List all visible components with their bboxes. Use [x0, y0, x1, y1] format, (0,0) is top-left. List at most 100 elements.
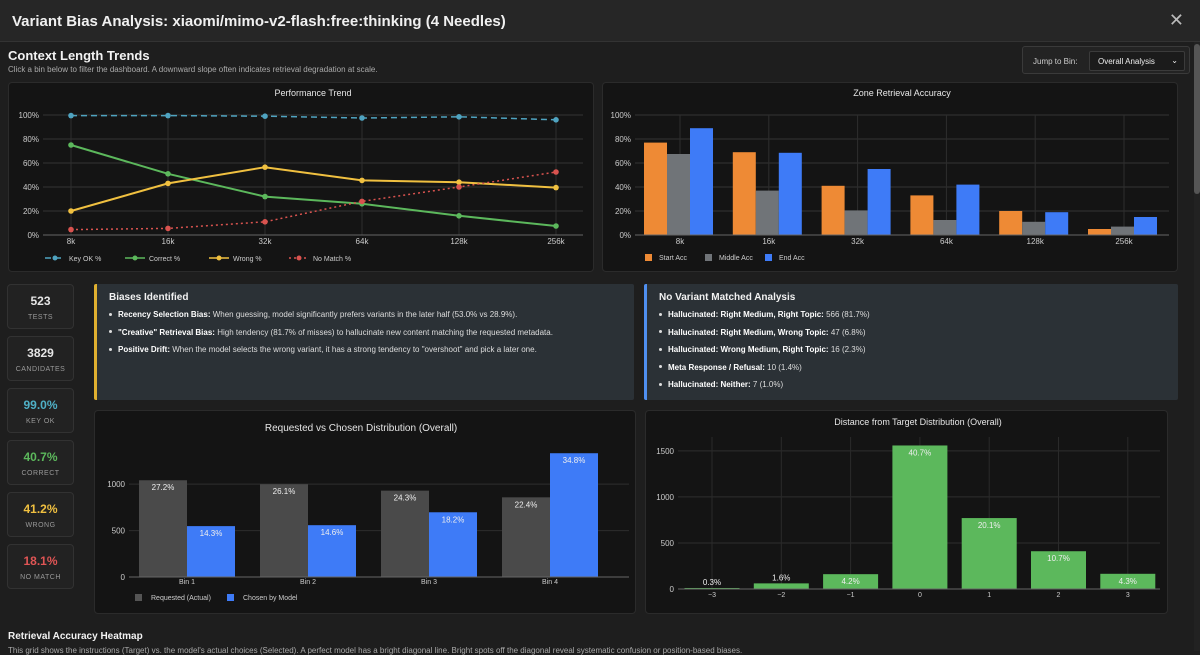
chart-title: Requested vs Chosen Distribution (Overal… [265, 423, 457, 434]
y-tick-label: 500 [661, 539, 675, 548]
x-tick-label: 3 [1126, 592, 1130, 599]
bullet-icon [659, 330, 662, 334]
list-item: Hallucinated: Right Medium, Wrong Topic:… [659, 328, 870, 337]
y-tick-label: 0% [619, 231, 631, 240]
bar-end-acc [867, 169, 891, 235]
stat-card-candidates: 3829 CANDIDATES [7, 336, 74, 381]
bar-start-acc [999, 211, 1023, 235]
x-tick-label: Bin 1 [179, 579, 195, 586]
y-tick-label: 100% [611, 111, 631, 120]
bar-label: 27.2% [152, 483, 175, 492]
zone-retrieval-chart[interactable]: Zone Retrieval Accuracy 0% 20% 40% 60% 80% 100… [602, 82, 1178, 272]
legend-swatch [705, 254, 712, 261]
context-subtitle: Click a bin below to filter the dashboar… [8, 65, 378, 74]
y-tick-label: 20% [615, 207, 631, 216]
no-match-list: Hallucinated: Right Medium, Right Topic:… [659, 310, 870, 398]
bar-label: 26.1% [273, 487, 296, 496]
series-line-key-ok- [71, 114, 557, 121]
data-point [68, 112, 74, 119]
data-point [165, 171, 171, 177]
scrollbar-track[interactable] [1194, 42, 1200, 651]
zone-retrieval-svg: Zone Retrieval Accuracy 0% 20% 40% 60% 80% 100… [611, 88, 1169, 262]
legend-swatch [227, 594, 234, 601]
y-tick-label: 60% [23, 159, 39, 168]
data-point [456, 213, 462, 219]
no-match-title: No Variant Matched Analysis [659, 292, 796, 303]
bullet-icon [659, 382, 662, 386]
y-tick-label: 100% [19, 111, 39, 120]
bullet-icon [659, 365, 662, 369]
bar-middle-acc [933, 220, 957, 235]
item-label: "Creative" Retrieval Bias: [118, 327, 215, 337]
context-title: Context Length Trends [8, 48, 150, 63]
item-text: High tendency (81.7% of misses) to hallu… [214, 327, 553, 337]
close-icon[interactable]: ✕ [1168, 10, 1184, 30]
requested-vs-chosen-chart[interactable]: Requested vs Chosen Distribution (Overal… [94, 410, 636, 614]
y-tick-label: 40% [23, 183, 39, 192]
bar-label: 14.6% [321, 528, 344, 537]
x-tick-label: 8k [67, 237, 76, 246]
bar-label: 10.7% [1047, 554, 1070, 563]
window-title: Variant Bias Analysis: xiaomi/mimo-v2-fl… [12, 13, 506, 30]
data-point [456, 179, 462, 185]
stat-label: NO MATCH [20, 574, 61, 581]
legend-label: Requested (Actual) [151, 595, 211, 602]
y-tick-label: 1500 [656, 447, 674, 456]
legend-label: Start Acc [659, 255, 688, 262]
bar-label: 1.6% [772, 573, 790, 582]
chart-title: Distance from Target Distribution (Overa… [834, 417, 1001, 427]
jump-label: Jump to Bin: [1033, 57, 1078, 66]
performance-trend-chart[interactable]: Performance Trend 0% 20% 40% 60% 80% 100% 8k 16k… [8, 82, 594, 272]
bar-start-acc [821, 185, 845, 235]
stat-value: 99.0% [23, 398, 58, 412]
item-text: 16 (2.3%) [828, 345, 866, 354]
distance-chart[interactable]: Distance from Target Distribution (Overa… [645, 410, 1168, 614]
scrollbar-thumb[interactable] [1194, 44, 1200, 194]
chevron-down-icon: ⌄ [1171, 56, 1178, 65]
legend-marker [52, 255, 58, 261]
bin-select-value: Overall Analysis [1098, 57, 1155, 66]
list-item: "Creative" Retrieval Bias: High tendency… [109, 328, 553, 337]
bar-requested-actual- [260, 484, 308, 577]
bar-middle-acc [667, 154, 690, 235]
data-point [262, 219, 268, 225]
x-tick-label: 256k [1115, 237, 1133, 246]
y-tick-label: 60% [615, 159, 631, 168]
x-tick-label: 256k [547, 237, 565, 246]
list-item: Hallucinated: Wrong Medium, Right Topic:… [659, 345, 870, 354]
bullet-icon [659, 347, 662, 351]
bullet-icon [109, 312, 112, 316]
stat-value: 523 [30, 294, 51, 308]
bar-label: 40.7% [909, 448, 932, 457]
biases-title: Biases Identified [109, 292, 189, 303]
y-tick-label: 80% [23, 135, 39, 144]
x-tick-label: 64k [940, 237, 954, 246]
bar-chosen-by-model [429, 512, 477, 577]
item-label: Hallucinated: Right Medium, Wrong Topic: [668, 327, 829, 337]
bin-select[interactable]: Overall Analysis ⌄ [1089, 51, 1185, 71]
y-tick-label: 0% [27, 231, 39, 240]
bar-chosen-by-model [187, 526, 235, 577]
biases-box: Biases Identified Recency Selection Bias… [94, 284, 634, 400]
bar-middle-acc [844, 210, 868, 235]
item-label: Hallucinated: Neither: [668, 380, 751, 389]
data-point [553, 117, 559, 123]
item-text: When guessing, model significantly prefe… [210, 310, 518, 319]
data-point [68, 142, 74, 148]
data-point [262, 164, 268, 170]
legend-marker [132, 255, 138, 261]
x-tick-label: −2 [777, 592, 785, 599]
bar-label: 20.1% [978, 521, 1001, 530]
data-point [553, 223, 559, 229]
item-text: 566 (81.7%) [823, 310, 870, 319]
bullet-icon [659, 312, 662, 316]
data-point [553, 169, 559, 175]
bar-end-acc [1134, 217, 1157, 235]
bar-distance [1031, 551, 1086, 589]
bar-label: 4.3% [1119, 577, 1137, 586]
y-tick-label: 20% [23, 207, 39, 216]
bar-middle-acc [1111, 226, 1134, 235]
no-match-box: No Variant Matched Analysis Hallucinated… [644, 284, 1178, 400]
jump-to-bin: Jump to Bin: Overall Analysis ⌄ [1022, 46, 1190, 74]
bar-label: 24.3% [394, 494, 417, 503]
